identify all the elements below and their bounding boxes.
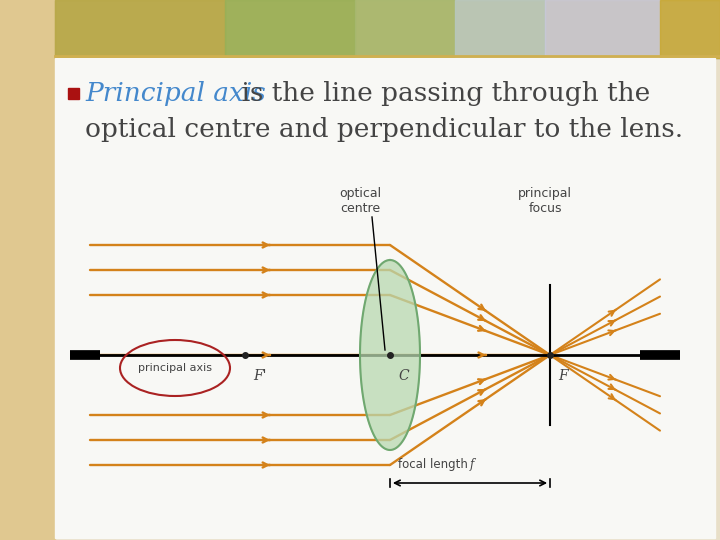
Bar <box>455 0 545 58</box>
Text: C: C <box>398 369 409 383</box>
Bar <box>355 0 455 58</box>
Polygon shape <box>360 260 420 450</box>
Bar <box>225 0 355 58</box>
Text: is the line passing through the: is the line passing through the <box>233 82 650 106</box>
Bar <box>68 88 79 99</box>
Bar <box>55 0 225 58</box>
Bar <box>55 0 720 58</box>
Text: f: f <box>470 458 474 471</box>
Text: focal length: focal length <box>398 458 472 471</box>
Bar <box>660 0 720 58</box>
Text: optical
centre: optical centre <box>339 187 381 215</box>
Text: principal
focus: principal focus <box>518 187 572 215</box>
Bar <box>55 58 715 538</box>
Text: Principal axis: Principal axis <box>85 82 266 106</box>
Text: F': F' <box>253 369 266 383</box>
Text: F: F <box>558 369 567 383</box>
Bar <box>545 0 720 58</box>
Text: principal axis: principal axis <box>138 363 212 373</box>
Text: optical centre and perpendicular to the lens.: optical centre and perpendicular to the … <box>85 118 683 143</box>
Bar <box>0 0 55 540</box>
